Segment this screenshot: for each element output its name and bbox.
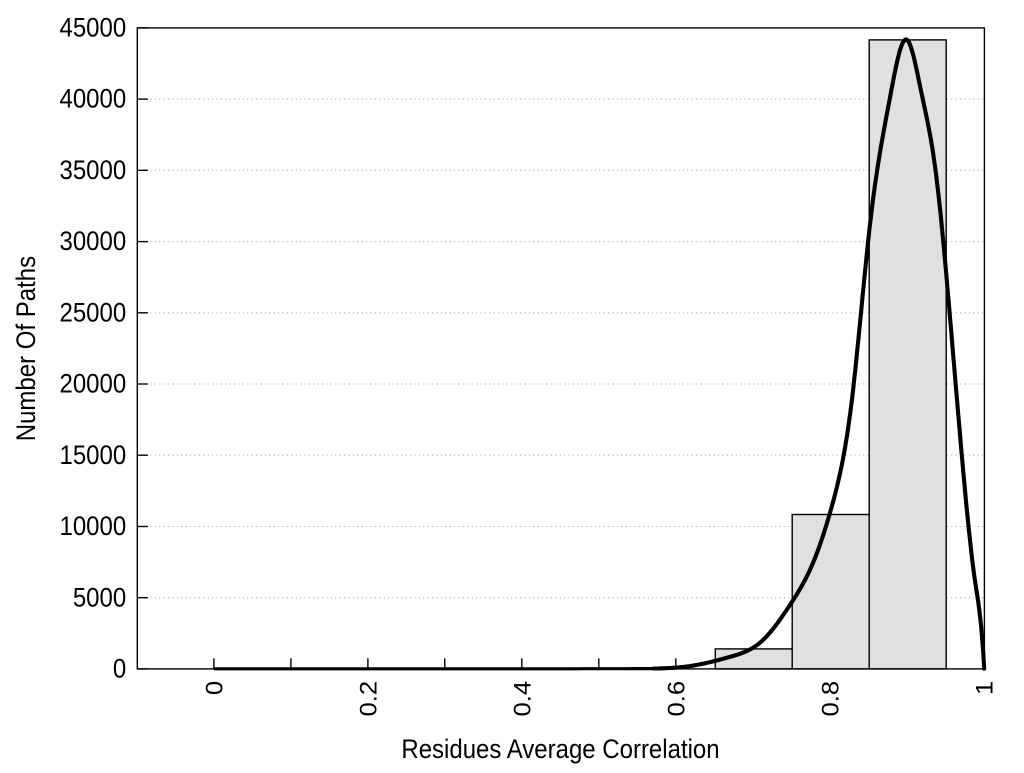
svg-text:40000: 40000 xyxy=(59,84,126,114)
svg-text:0.4: 0.4 xyxy=(510,681,536,717)
svg-text:30000: 30000 xyxy=(59,227,126,257)
svg-text:0.2: 0.2 xyxy=(356,681,382,717)
svg-text:25000: 25000 xyxy=(59,298,126,328)
svg-text:1: 1 xyxy=(972,681,998,695)
svg-text:35000: 35000 xyxy=(59,156,126,186)
svg-text:15000: 15000 xyxy=(59,441,126,471)
svg-text:0: 0 xyxy=(202,681,228,695)
svg-text:10000: 10000 xyxy=(59,512,126,542)
svg-text:0: 0 xyxy=(113,654,126,684)
svg-text:Residues Average Correlation: Residues Average Correlation xyxy=(401,735,719,765)
svg-text:45000: 45000 xyxy=(59,13,126,43)
svg-text:20000: 20000 xyxy=(59,369,126,399)
svg-text:0.6: 0.6 xyxy=(664,681,690,717)
svg-text:5000: 5000 xyxy=(73,583,126,613)
svg-text:Number Of Paths: Number Of Paths xyxy=(12,256,42,441)
svg-text:0.8: 0.8 xyxy=(818,681,844,717)
